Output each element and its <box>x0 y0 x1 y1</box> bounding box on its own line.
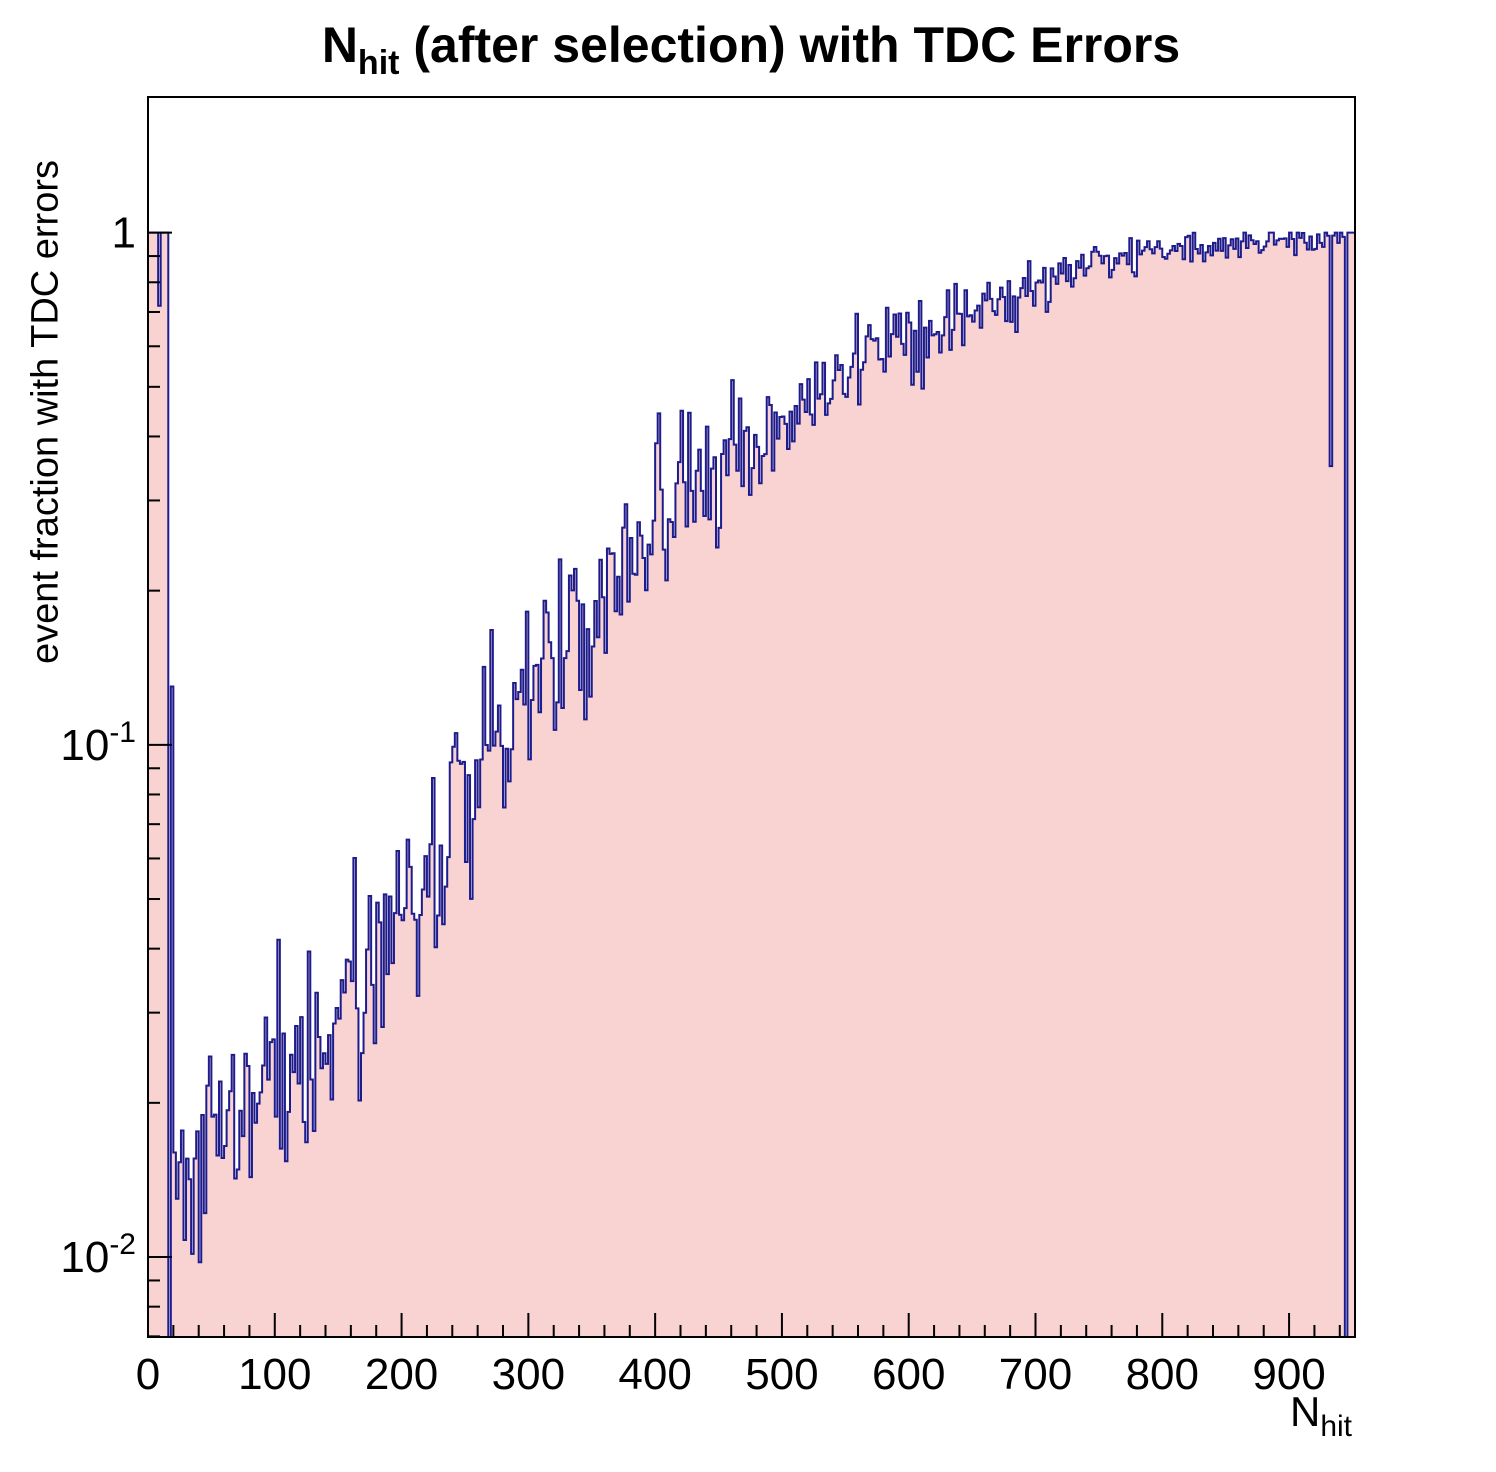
x-tick-label: 0 <box>136 1350 160 1399</box>
x-tick-label: 900 <box>1252 1350 1325 1399</box>
x-axis-title: Nhit <box>1290 1388 1352 1444</box>
x-axis-title-main: N <box>1289 1388 1321 1435</box>
y-tick-label: 1 <box>112 209 136 258</box>
x-tick-label: 600 <box>872 1350 945 1399</box>
x-axis-title-subscript: hit <box>1320 1410 1352 1443</box>
chart-title: Nhit (after selection) with TDC Errors <box>322 16 1180 83</box>
x-tick-label: 200 <box>365 1350 438 1399</box>
x-tick-label: 700 <box>999 1350 1072 1399</box>
chart-title-suffix: (after selection) with TDC Errors <box>399 17 1181 73</box>
histogram-outline <box>147 231 1356 1338</box>
plot-frame <box>147 96 1356 1338</box>
x-axis: 0 100 200 300 400 500 600 700 800 900 <box>136 1313 1341 1399</box>
histogram-area <box>148 232 1355 1337</box>
x-tick-label: 800 <box>1126 1350 1199 1399</box>
chart-title-subscript: hit <box>357 44 400 82</box>
y-axis: 1 10-1 10-2 <box>60 209 172 1338</box>
y-tick-label: 10-2 <box>60 1228 136 1282</box>
x-tick-label: 500 <box>745 1350 818 1399</box>
x-tick-label: 400 <box>618 1350 691 1399</box>
chart-title-prefix: N <box>321 17 358 73</box>
x-tick-label: 100 <box>238 1350 311 1399</box>
x-tick-label: 300 <box>492 1350 565 1399</box>
y-tick-label: 10-1 <box>60 716 136 770</box>
